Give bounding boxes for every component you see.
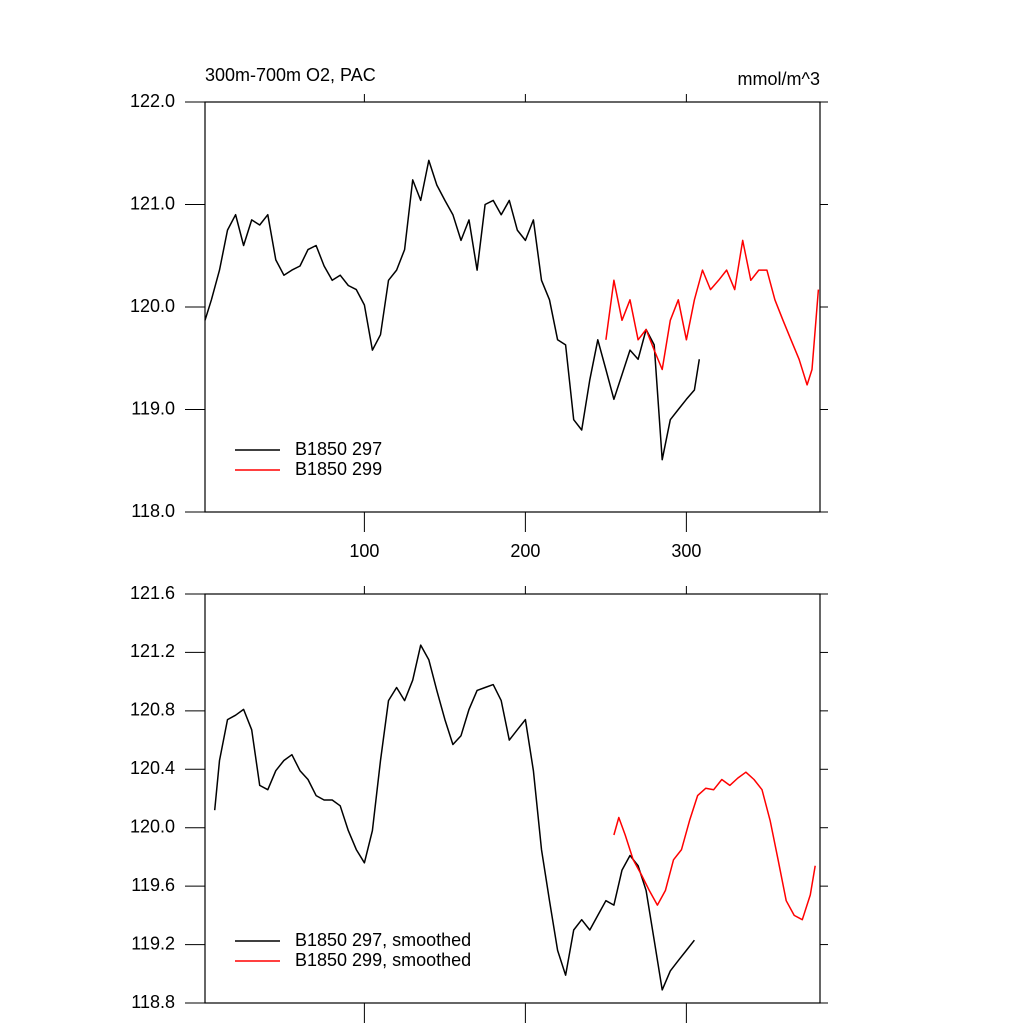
legend-label: B1850 297, smoothed: [295, 930, 471, 950]
chart-title: 300m-700m O2, PAC: [205, 65, 376, 85]
legend-label: B1850 299: [295, 459, 382, 479]
y-tick-label: 120.8: [130, 700, 175, 720]
y-tick-label: 118.8: [131, 992, 175, 1012]
y-tick-label: 122.0: [130, 91, 175, 111]
y-tick-label: 120.0: [130, 816, 175, 836]
plot-frame: [204, 593, 821, 1004]
y-tick-label: 121.2: [130, 641, 175, 661]
data-line: [204, 159, 701, 461]
y-tick-label: 120.4: [130, 758, 175, 778]
y-tick-label: 121.6: [130, 583, 175, 603]
y-tick-label: 121.0: [130, 193, 175, 213]
y-tick-label: 120.0: [130, 296, 175, 316]
y-tick-label: 119.2: [131, 933, 175, 953]
legend-label: B1850 299, smoothed: [295, 950, 471, 970]
units-label: mmol/m^3: [738, 69, 820, 89]
data-line: [613, 771, 816, 921]
y-tick-label: 119.0: [131, 398, 175, 418]
y-tick-label: 119.6: [131, 875, 175, 895]
data-line: [605, 239, 820, 386]
legend-label: B1850 297: [295, 439, 382, 459]
x-tick-label: 200: [510, 541, 540, 561]
y-tick-label: 118.0: [131, 501, 175, 521]
x-tick-label: 100: [349, 541, 379, 561]
x-tick-label: 300: [671, 541, 701, 561]
data-line: [213, 644, 695, 991]
